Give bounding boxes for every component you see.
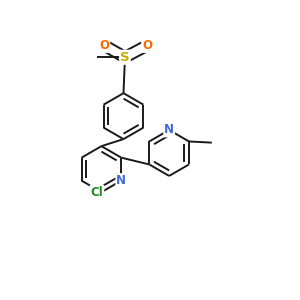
Text: S: S [120, 51, 130, 64]
Text: O: O [142, 39, 152, 52]
Text: N: N [116, 174, 126, 187]
Text: O: O [99, 39, 110, 52]
Text: Cl: Cl [91, 186, 103, 199]
Text: N: N [164, 124, 174, 136]
